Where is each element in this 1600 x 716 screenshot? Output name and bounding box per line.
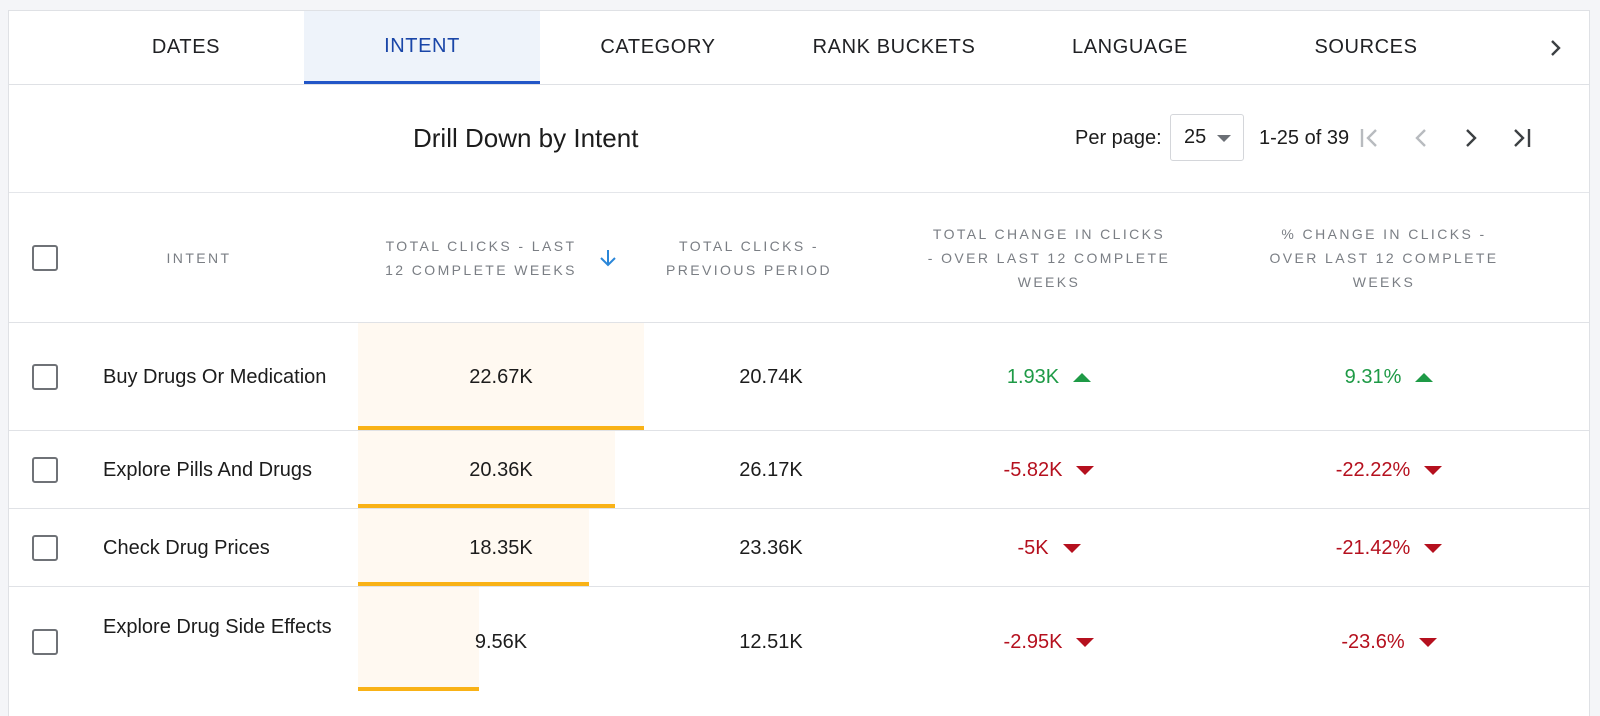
tab-language[interactable]: LANGUAGE [1072,35,1188,58]
bar-indicator [358,426,644,430]
pct-change-cell: -21.42% [1289,536,1489,560]
column-header-total-change[interactable]: TOTAL CHANGE IN CLICKS - OVER LAST 12 CO… [927,226,1171,290]
pct-change-cell: -22.22% [1289,458,1489,482]
column-header-intent[interactable]: INTENT [166,250,232,266]
total-clicks-value: 9.56K [474,630,528,653]
total-clicks-value: 20.36K [469,458,533,481]
total-change-value: -2.95K [1003,630,1063,653]
total-change-cell: -2.95K [949,630,1149,654]
previous-period-value: 12.51K [739,630,803,653]
chevron-right-icon[interactable] [1541,33,1571,63]
column-header-total-clicks[interactable]: TOTAL CLICKS - LAST 12 COMPLETE WEEKS [385,238,577,278]
first-page-icon[interactable] [1355,123,1385,153]
tab-category[interactable]: CATEGORY [600,35,716,58]
drilldown-panel: DATES INTENT CATEGORY RANK BUCKETS LANGU… [8,10,1590,716]
previous-period-value: 20.74K [739,365,803,388]
total-clicks-cell: 18.35K [358,536,644,560]
intent-cell[interactable]: Explore Drug Side Effects [103,616,332,638]
bar-background [358,323,644,426]
triangle-down-icon [1418,637,1437,647]
bar-background [358,587,479,687]
previous-period-cell: 20.74K [659,365,883,389]
table-row[interactable]: Buy Drugs Or Medication 22.67K 20.74K 1.… [9,323,1589,431]
intent-cell[interactable]: Check Drug Prices [103,537,270,559]
previous-period-value: 23.36K [739,536,803,559]
column-header-previous-period[interactable]: TOTAL CLICKS - PREVIOUS PERIOD [666,238,832,278]
pct-change-value: -22.22% [1335,458,1411,481]
pct-change-cell: -23.6% [1289,630,1489,654]
triangle-up-icon [1073,372,1092,382]
table-title: Drill Down by Intent [413,123,639,153]
tab-sources[interactable]: SOURCES [1314,35,1418,58]
intent-cell[interactable]: Buy Drugs Or Medication [103,366,327,388]
pagination-range: 1-25 of 39 [1259,127,1350,149]
pct-change-cell: 9.31% [1289,365,1489,389]
pct-change-value: -23.6% [1341,630,1405,653]
table-row[interactable]: Explore Drug Side Effects 9.56K 12.51K -… [9,587,1589,716]
bar-background [358,509,589,582]
total-clicks-cell: 9.56K [358,630,644,654]
triangle-down-icon [1076,465,1095,475]
column-header-pct-change[interactable]: % CHANGE IN CLICKS - OVER LAST 12 COMPLE… [1269,226,1499,290]
total-change-value: -5K [1017,536,1049,559]
triangle-down-icon [1062,543,1081,553]
chevron-right-icon[interactable] [1456,123,1486,153]
pct-change-value: -21.42% [1335,536,1411,559]
arrow-down-icon[interactable] [597,247,619,269]
triangle-down-icon [1424,543,1443,553]
total-clicks-value: 22.67K [469,365,533,388]
per-page-value: 25 [1184,126,1207,148]
triangle-up-icon [1415,372,1434,382]
row-checkbox[interactable] [32,535,58,561]
total-change-cell: 1.93K [949,365,1149,389]
dropdown-caret-icon [1217,135,1231,142]
triangle-down-icon [1076,637,1095,647]
previous-period-cell: 12.51K [659,630,883,654]
table-row[interactable]: Check Drug Prices 18.35K 23.36K -5K -21.… [9,509,1589,587]
bar-indicator [358,687,479,691]
bar-indicator [358,582,589,586]
select-all-checkbox[interactable] [32,245,58,271]
tab-dates[interactable]: DATES [151,35,221,58]
tab-intent[interactable]: INTENT [304,11,540,84]
intent-cell[interactable]: Explore Pills And Drugs [103,459,312,481]
bar-indicator [358,504,615,508]
total-clicks-value: 18.35K [469,536,533,559]
per-page-label: Per page: [1075,127,1162,149]
chevron-left-icon[interactable] [1406,123,1436,153]
row-checkbox[interactable] [32,629,58,655]
row-checkbox[interactable] [32,457,58,483]
total-clicks-cell: 20.36K [358,458,644,482]
triangle-down-icon [1424,465,1443,475]
total-change-value: 1.93K [1006,365,1060,388]
previous-period-cell: 26.17K [659,458,883,482]
total-change-value: -5.82K [1003,458,1063,481]
total-change-cell: -5.82K [949,458,1149,482]
last-page-icon[interactable] [1507,123,1537,153]
total-change-cell: -5K [949,536,1149,560]
table-toolbar: Drill Down by Intent Per page: 25 1-25 o… [9,85,1589,193]
table-row[interactable]: Explore Pills And Drugs 20.36K 26.17K -5… [9,431,1589,509]
tab-rank-buckets[interactable]: RANK BUCKETS [812,35,976,58]
pct-change-value: 9.31% [1344,365,1402,388]
tab-bar: DATES INTENT CATEGORY RANK BUCKETS LANGU… [9,11,1589,85]
previous-period-cell: 23.36K [659,536,883,560]
total-clicks-cell: 22.67K [358,365,644,389]
row-checkbox[interactable] [32,364,58,390]
bar-background [358,431,615,504]
table-header: INTENT TOTAL CLICKS - LAST 12 COMPLETE W… [9,193,1589,323]
previous-period-value: 26.17K [739,458,803,481]
per-page-select[interactable]: 25 [1170,114,1244,161]
